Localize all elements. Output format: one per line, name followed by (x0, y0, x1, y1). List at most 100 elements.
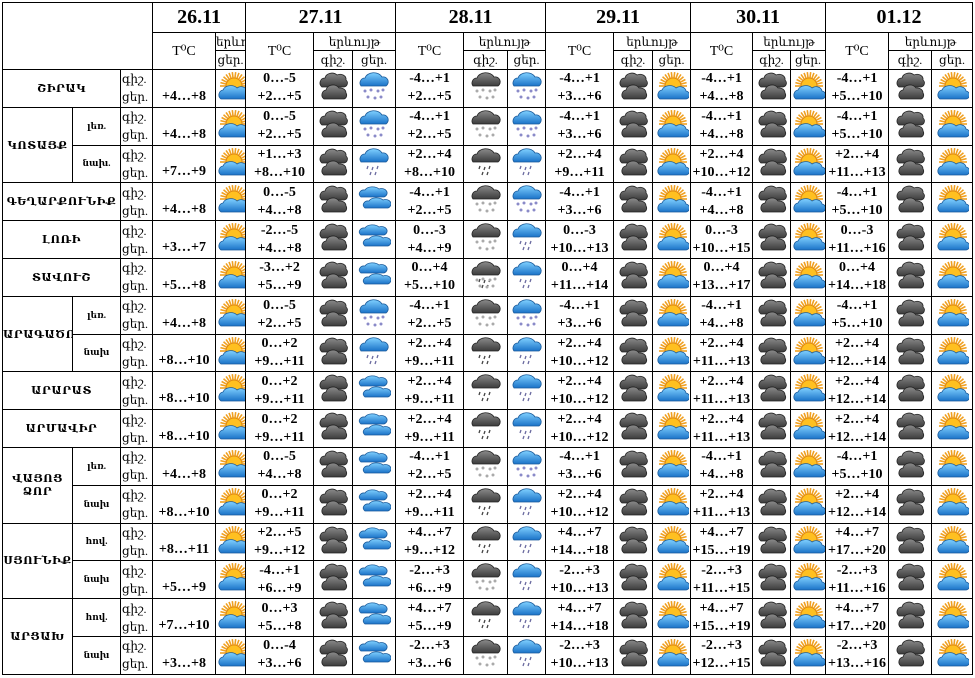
blue-cloud-rain-icon (512, 336, 542, 364)
temperature-cell: -4…+1 +4…+8 (690, 295, 754, 335)
period-labels: գիշ. ցեր. (119, 295, 154, 335)
temperature-cell: 0…+2 +9…+11 (245, 484, 315, 524)
dark-cloud-snow-icon (471, 72, 501, 100)
sun-behind-cloud-icon (218, 601, 245, 629)
sun-behind-cloud-icon (937, 412, 970, 440)
night-temp: 0…-5 (263, 184, 296, 200)
blue-cloud-snow-icon (352, 69, 397, 108)
dark-cloud-snow-icon (463, 106, 509, 146)
night-temp: -2…+3 (701, 562, 742, 578)
sun-behind-cloud-icon (657, 374, 689, 402)
region-name: ԱՐԱՐԱՏ (2, 371, 121, 411)
sun-behind-cloud-icon (790, 69, 827, 108)
day-temp: +9…+12 (404, 542, 455, 558)
blue-cloud-rain-icon (512, 261, 542, 289)
day-label: ցեր. (122, 354, 148, 369)
dark-clouds-icon (319, 450, 348, 478)
day-temp: +12…+14 (828, 429, 886, 445)
forecast-row: ԿՈՏԱՅՔ լեռ. գիշ. ցեր. +4…+8 0…-5 +2…+5 -4…+1 +2…… (2, 106, 974, 184)
blue-clouds-icon (358, 186, 392, 209)
sun-behind-cloud-icon (652, 409, 692, 448)
sun-behind-cloud-icon (657, 563, 689, 591)
day-temp: +11…+16 (828, 580, 886, 596)
night-label: գիշ. (122, 223, 147, 238)
temperature-cell: -4…+1 +2…+5 (395, 182, 465, 222)
day-label: ցեր. (122, 619, 148, 634)
dark-clouds-icon (896, 375, 925, 402)
dark-clouds-icon (319, 110, 348, 138)
dark-clouds-icon (319, 148, 348, 175)
sun-behind-cloud-icon (218, 298, 245, 327)
blue-cloud-snow-icon (352, 106, 397, 146)
phenomenon-header: երևույթ (613, 32, 692, 51)
day-temp: +4…+8 (699, 202, 744, 218)
dark-clouds-icon (613, 560, 654, 600)
period-labels: գիշ. ցեր. (119, 635, 154, 675)
day-temp: +12…+14 (828, 391, 886, 407)
day-label: ցեր. (122, 543, 148, 558)
blue-clouds-icon (352, 635, 397, 675)
sun-behind-cloud-icon (790, 371, 827, 411)
temperature-cell: +2…+4 +9…+11 (545, 144, 615, 184)
dark-clouds-icon (888, 522, 933, 562)
temperature-cell: -2…+3 +3…+6 (395, 635, 465, 675)
temp-header: T⁰C (825, 32, 890, 70)
day-label: ցեր. (122, 581, 148, 596)
sun-behind-cloud-icon (790, 257, 827, 297)
night-label: գիշ. (122, 639, 147, 654)
dark-clouds-icon (896, 186, 925, 213)
phenomenon-header: երևույթ (313, 32, 397, 51)
night-temp: +2…+4 (699, 487, 744, 503)
night-label: գիշ. (122, 261, 147, 276)
forecast-row: ՇԻՐԱԿ գիշ. ցեր. +4…+8 0…-5 +2…+5 -4…+1 +2…+5 -4…… (2, 69, 974, 108)
day-temp: +14…+18 (550, 542, 609, 558)
region-name: ՎԱՅՈՑ ՁՈՐ (2, 446, 73, 524)
night-temp: 0…+4 (703, 260, 740, 276)
dark-clouds-icon (619, 488, 648, 516)
day-temp: +13…+16 (828, 656, 886, 672)
night-temp: +1…+3 (257, 146, 302, 162)
dark-clouds-icon (752, 598, 792, 637)
dark-clouds-icon (613, 333, 654, 373)
day-temp: +4…+8 (699, 89, 744, 105)
dark-clouds-icon (619, 299, 648, 327)
sun-behind-cloud-icon (215, 257, 247, 297)
dark-cloud-rain-icon (471, 601, 501, 629)
sun-behind-cloud-icon (652, 333, 692, 373)
day-temp: +3…+6 (557, 127, 602, 143)
sun-behind-cloud-icon (937, 260, 970, 289)
subregion-label: նախ (72, 484, 121, 524)
day-temp: +11…+13 (692, 429, 751, 445)
sun-behind-cloud-icon (218, 223, 245, 251)
sun-behind-cloud-icon (790, 522, 827, 562)
day-temp: +2…+5 (407, 89, 452, 105)
temperature-cell: 0…+2 +9…+11 (245, 371, 315, 411)
blue-clouds-icon (358, 564, 392, 587)
day-header: ցեր. (507, 50, 547, 70)
sun-behind-cloud-icon (937, 72, 970, 100)
day-temp: +3…+6 (407, 656, 452, 672)
night-temp: 0…-3 (413, 222, 446, 238)
night-temp: -4…+1 (701, 109, 742, 125)
sun-behind-cloud-icon (215, 560, 247, 600)
day-temp: +9…+12 (254, 542, 305, 558)
temperature-cell: -4…+1 +3…+6 (545, 446, 615, 486)
blue-cloud-rain-icon (352, 144, 397, 184)
dark-clouds-icon (619, 526, 648, 553)
temperature-cell: +2…+4 +10…+12 (545, 333, 615, 373)
day-temp: +10…+12 (550, 505, 609, 521)
blue-clouds-icon (352, 484, 397, 524)
blue-clouds-icon (358, 413, 392, 436)
temperature-cell: -4…+1 +3…+6 (545, 182, 615, 222)
day-temp: +5…+10 (831, 202, 883, 218)
sun-behind-cloud-icon (931, 484, 974, 524)
temperature-cell: +2…+4 +11…+13 (690, 484, 754, 524)
night-temp: +2…+4 (835, 487, 879, 503)
period-labels: գիշ. ցեր. (119, 598, 154, 637)
dark-clouds-icon (896, 261, 925, 289)
sun-behind-cloud-icon (657, 336, 689, 364)
phenomenon-header: երևույթ (463, 32, 547, 51)
night-temp: 0…+4 (839, 260, 875, 276)
region-name: ՇԻՐԱԿ (2, 69, 121, 108)
dark-clouds-icon (613, 371, 654, 411)
